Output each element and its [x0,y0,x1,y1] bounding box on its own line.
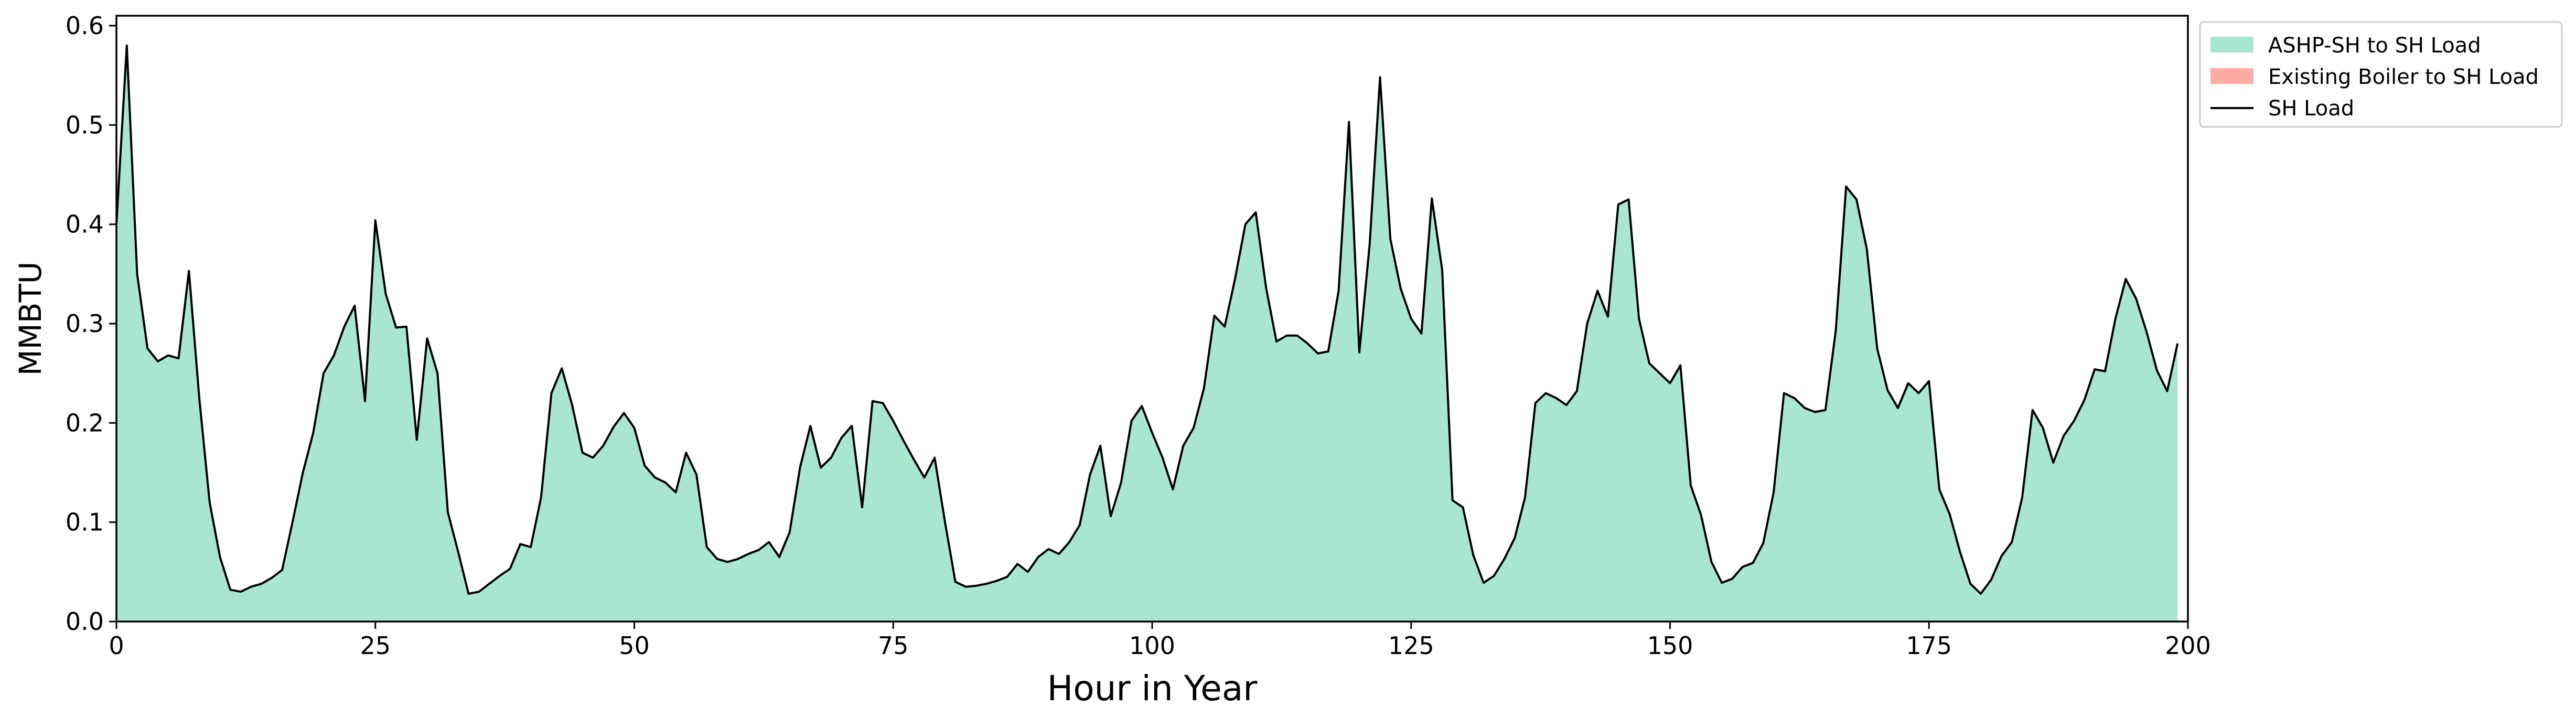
legend-frame [2199,21,2563,128]
y-tick-label: 0.4 [66,210,104,239]
y-tick-label: 0.6 [66,12,104,40]
x-tick-label: 75 [878,631,909,660]
y-axis-label: MMBTU [13,262,48,376]
x-tick-label: 0 [109,631,124,660]
legend-swatch-existing-boiler [2210,68,2253,84]
x-tick-label: 50 [619,631,650,660]
x-tick-label: 150 [1647,631,1693,660]
legend-label-ashp: ASHP-SH to SH Load [2268,34,2481,58]
x-tick-label: 100 [1129,631,1175,660]
legend: ASHP-SH to SH Load Existing Boiler to SH… [2199,21,2563,128]
x-tick-label: 175 [1906,631,1952,660]
y-tick-label: 0.3 [66,309,104,338]
line-sh-load [115,44,2179,595]
x-tick-label: 25 [360,631,391,660]
x-axis-label: Hour in Year [1047,668,1258,709]
y-tick-label: 0.5 [66,111,104,139]
legend-swatch-ashp [2210,37,2253,52]
x-tick-label: 200 [2165,631,2211,660]
area-ashp-sh-to-sh-load [116,45,2178,622]
axes: 0 25 50 75 100 125 150 175 200 0.0 0.1 0.2 0.3 0.4 0.5… [66,12,2211,660]
y-tick-label: 0.1 [66,508,104,537]
y-tick-label: 0.2 [66,409,104,437]
x-tick-label: 125 [1388,631,1434,660]
y-tick-label: 0.0 [66,607,104,636]
plot-area [115,44,2179,622]
legend-label-existing-boiler: Existing Boiler to SH Load [2268,65,2539,89]
legend-label-sh-load: SH Load [2268,97,2354,121]
